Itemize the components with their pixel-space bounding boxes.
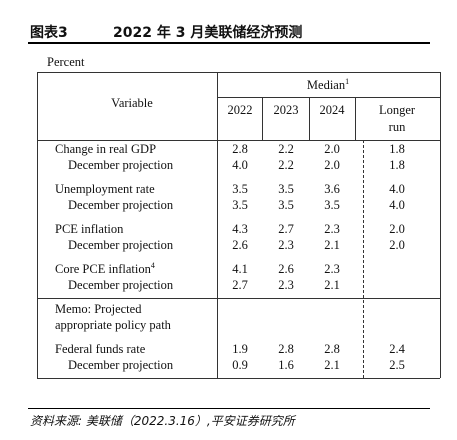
label-text: Core PCE inflation <box>55 262 151 276</box>
label-text: December projection <box>68 278 174 292</box>
median-note: 1 <box>345 77 350 86</box>
cell-value: 2.3 <box>324 222 340 236</box>
column-header: Longer run <box>378 103 416 134</box>
median-rule <box>217 97 440 98</box>
cell-value: 2.3 <box>278 238 294 252</box>
cell-value: 1.9 <box>232 342 248 356</box>
row-label: Change in real GDP <box>55 142 156 157</box>
cell-value: 2.4 <box>389 342 405 356</box>
table-bottom <box>37 378 440 379</box>
label-text: December projection <box>68 238 174 252</box>
cell-value: 2.8 <box>232 142 248 156</box>
cell-value: 3.5 <box>232 182 248 196</box>
cell-value: 2.6 <box>278 262 294 276</box>
col-divider <box>217 97 218 140</box>
col-divider <box>262 97 263 140</box>
label-text: December projection <box>68 158 174 172</box>
header-rule <box>37 140 440 141</box>
projection-label: December projection <box>68 358 173 373</box>
table-right <box>440 72 441 378</box>
projection-label: December projection <box>68 278 173 293</box>
cell-value: 3.5 <box>278 198 294 212</box>
source: 资料来源: 美联储（2022.3.16）,平安证券研究所 <box>30 414 295 428</box>
cell-value: 3.5 <box>278 182 294 196</box>
column-header: 2024 <box>319 103 345 117</box>
col-divider <box>355 97 356 140</box>
memo-rule <box>37 298 440 299</box>
cell-value: 2.3 <box>278 278 294 292</box>
column-header: 2023 <box>273 103 299 117</box>
variable-divider <box>217 72 218 378</box>
label-text: PCE inflation <box>55 222 124 236</box>
cell-value: 1.8 <box>389 142 405 156</box>
cell-value: 2.7 <box>278 222 294 236</box>
column-header: 2022 <box>227 103 253 117</box>
table-top <box>37 72 440 73</box>
cell-value: 4.0 <box>232 158 248 172</box>
cell-value: 2.7 <box>232 278 248 292</box>
cell-value: 3.5 <box>324 198 340 212</box>
median-text: Median <box>306 78 346 92</box>
figure-label: 图表3 <box>30 25 68 41</box>
cell-value: 2.0 <box>389 238 405 252</box>
cell-value: 1.8 <box>389 158 405 172</box>
label-text: Federal funds rate <box>55 342 146 356</box>
cell-value: 2.3 <box>324 262 340 276</box>
cell-value: 2.0 <box>324 142 340 156</box>
table-left <box>37 72 38 378</box>
cell-value: 3.5 <box>232 198 248 212</box>
label-text: Change in real GDP <box>55 142 157 156</box>
cell-value: 1.6 <box>278 358 294 372</box>
cell-value: 4.3 <box>232 222 248 236</box>
cell-value: 2.8 <box>324 342 340 356</box>
cell-value: 2.8 <box>278 342 294 356</box>
variable-header: Variable <box>111 96 153 110</box>
figure-title: 2022 年 3 月美联储经济预测 <box>113 25 303 41</box>
row-label: Core PCE inflation4 <box>55 262 155 277</box>
label-text: Unemployment rate <box>55 182 155 196</box>
memo-text: appropriate policy path <box>55 318 171 332</box>
longer-run-divider <box>363 140 364 378</box>
unit: Percent <box>47 55 85 69</box>
cell-value: 3.6 <box>324 182 340 196</box>
median-header: Median1 <box>307 78 349 93</box>
projection-label: December projection <box>68 158 173 173</box>
cell-value: 2.2 <box>278 158 294 172</box>
cell-value: 2.2 <box>278 142 294 156</box>
col-divider <box>309 97 310 140</box>
row-label: PCE inflation <box>55 222 123 237</box>
cell-value: 2.0 <box>389 222 405 236</box>
cell-value: 2.1 <box>324 238 340 252</box>
projection-label: December projection <box>68 198 173 213</box>
label-text: December projection <box>68 358 174 372</box>
cell-value: 4.0 <box>389 198 405 212</box>
cell-value: 2.1 <box>324 358 340 372</box>
label-text: December projection <box>68 198 174 212</box>
footer-rule <box>28 408 430 409</box>
cell-value: 2.1 <box>324 278 340 292</box>
memo-text: Memo: Projected <box>55 302 142 316</box>
row-label: Federal funds rate <box>55 342 145 357</box>
cell-value: 0.9 <box>232 358 248 372</box>
label-note: 4 <box>150 261 155 270</box>
row-label: Unemployment rate <box>55 182 155 197</box>
cell-value: 2.0 <box>324 158 340 172</box>
cell-value: 4.1 <box>232 262 248 276</box>
projection-label: December projection <box>68 238 173 253</box>
cell-value: 4.0 <box>389 182 405 196</box>
cell-value: 2.5 <box>389 358 405 372</box>
title-rule <box>28 42 430 44</box>
cell-value: 2.6 <box>232 238 248 252</box>
